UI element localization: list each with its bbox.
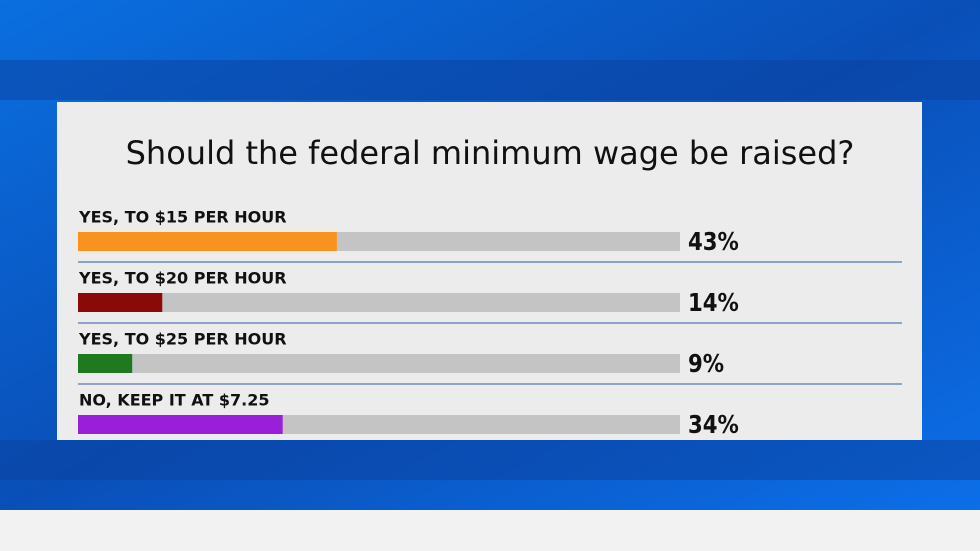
category-label: YES, TO $25 PER HOUR	[78, 330, 287, 349]
value-label: 14%	[688, 288, 739, 317]
chart-title: Should the federal minimum wage be raise…	[126, 134, 855, 172]
background-band	[0, 60, 980, 100]
background-band	[0, 440, 980, 480]
value-label: 34%	[688, 410, 739, 439]
bar	[78, 232, 337, 251]
bar	[78, 293, 163, 312]
bottom-strip	[0, 510, 980, 551]
bar	[78, 354, 133, 373]
category-label: YES, TO $15 PER HOUR	[78, 208, 287, 227]
category-label: YES, TO $20 PER HOUR	[78, 269, 287, 288]
category-label: NO, KEEP IT AT $7.25	[79, 391, 270, 410]
value-label: 43%	[688, 227, 739, 256]
bar	[78, 415, 283, 434]
value-label: 9%	[688, 349, 724, 378]
bar-track	[78, 293, 680, 312]
bar-track	[78, 354, 680, 373]
